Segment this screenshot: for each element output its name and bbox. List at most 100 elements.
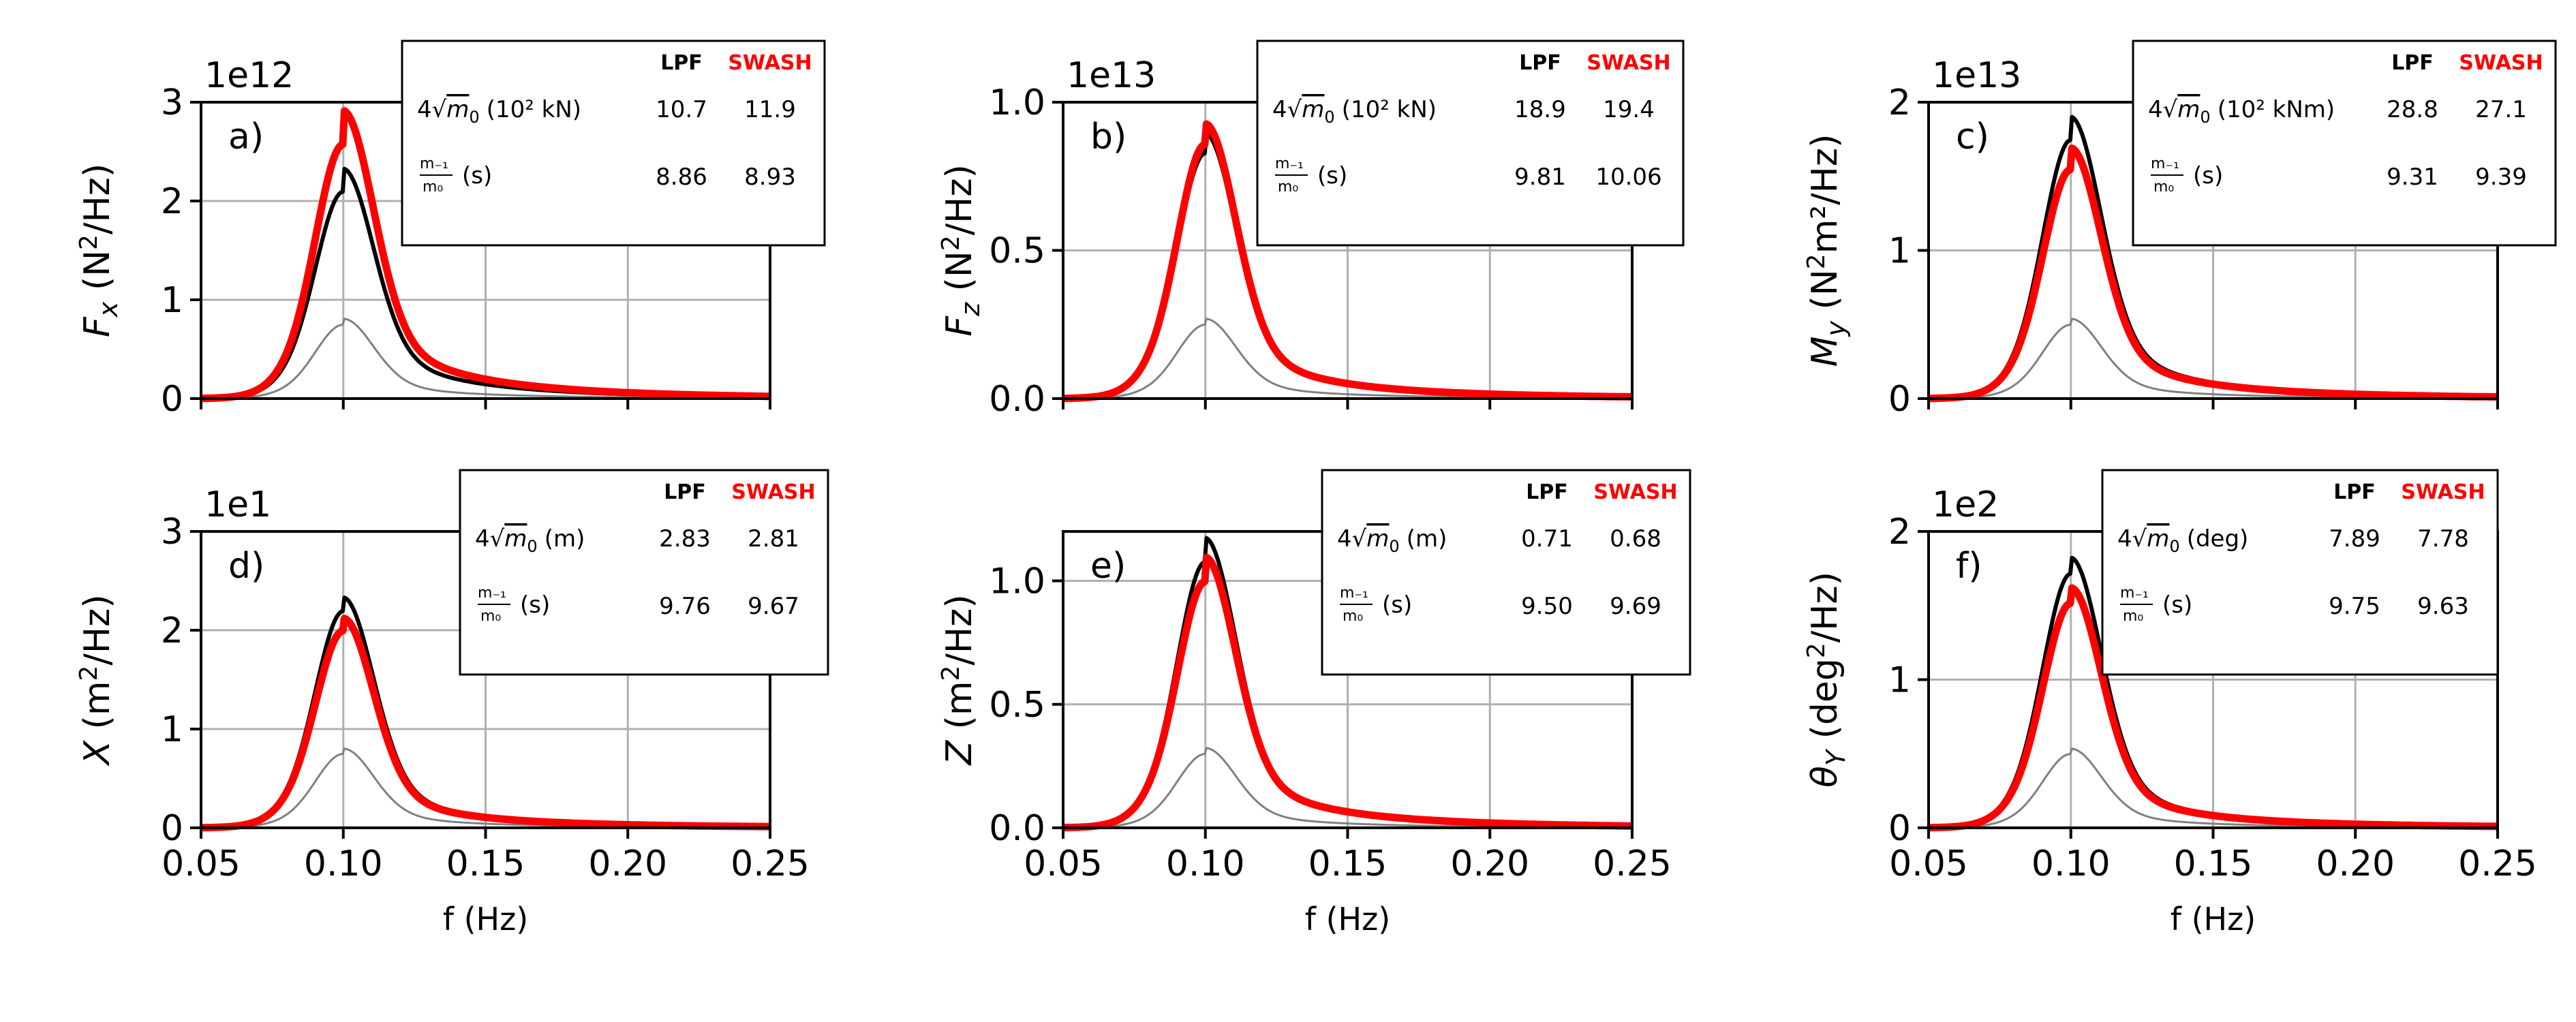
panel-label: c) xyxy=(1956,117,1989,157)
stats-fraction-numerator: m₋₁ xyxy=(2120,585,2149,602)
x-tick-label: 0.20 xyxy=(2316,843,2395,884)
stats-legend-box xyxy=(1256,40,1685,247)
stat-value-swash: 2.81 xyxy=(748,525,799,553)
stats-fraction-denominator: m₀ xyxy=(1278,179,1298,196)
x-tick-label: 0.25 xyxy=(2458,843,2537,884)
stat-value-swash: 9.63 xyxy=(2417,593,2469,620)
series-swash xyxy=(199,107,772,403)
y-axis-label: X (m2/Hz) xyxy=(75,594,118,766)
legend-header-swash: SWASH xyxy=(731,480,815,504)
y-tick-label: 0 xyxy=(161,379,183,420)
legend-header-swash: SWASH xyxy=(1586,51,1670,75)
x-axis-label: f (Hz) xyxy=(2171,901,2256,938)
stat-value-lpf: 9.75 xyxy=(2329,593,2380,620)
y-tick-label: 3 xyxy=(161,82,183,123)
x-tick-label: 0.15 xyxy=(1308,843,1387,884)
x-tick-label: 0.20 xyxy=(588,843,667,884)
series-swash xyxy=(1927,144,2500,403)
stat-value-swash: 9.69 xyxy=(1610,593,1661,620)
x-tick-label: 0.25 xyxy=(731,843,810,884)
stat-value-swash: 0.68 xyxy=(1610,525,1661,553)
y-tick-label: 1.0 xyxy=(989,82,1045,123)
y-tick-label: 0.5 xyxy=(989,231,1045,272)
stat-value-swash: 8.93 xyxy=(744,164,796,191)
y-tick-label: 0.0 xyxy=(989,379,1045,420)
stats-legend: LPF SWASH 4√m0 (m) 2.83 2.81 m₋₁ m₀ (s) 9.76 9.67 xyxy=(459,469,829,676)
y-offset-label: 1e1 xyxy=(204,484,271,525)
stat-value-lpf: 0.71 xyxy=(1521,525,1573,553)
panel-e: 0.05 0.10 0.15 0.20 0.25 f (Hz) 0.0 0.5 1.0Z (m2… xyxy=(937,469,1691,938)
panel-f: 0.05 0.10 0.15 0.20 0.25 f (Hz) 0 1 2 θY (deg2/Hz… xyxy=(1803,469,2537,938)
stats-legend: LPF SWASH 4√m0 (m) 0.71 0.68 m₋₁ m₀ (s) 9.50 9.69 xyxy=(1321,469,1691,676)
stats-row-hs-label: 4√m0 (deg) xyxy=(2117,525,2248,556)
stats-row-hs-label: 4√m0 (m) xyxy=(1337,525,1447,556)
panel-d: 0.05 0.10 0.15 0.20 0.25 f (Hz) 0 1 2 3 X (m2/Hz) 1… xyxy=(75,469,829,938)
y-tick-label: 3 xyxy=(161,512,183,553)
x-tick-label: 0.05 xyxy=(1024,843,1103,884)
x-axis-label: f (Hz) xyxy=(1305,901,1390,938)
stats-row-period-unit: (s) xyxy=(1382,591,1412,619)
stat-value-swash: 10.06 xyxy=(1595,164,1661,191)
stat-value-swash: 27.1 xyxy=(2475,96,2527,123)
stats-fraction-denominator: m₀ xyxy=(2153,179,2174,196)
x-tick-label: 0.15 xyxy=(446,843,525,884)
x-tick-label: 0.05 xyxy=(1889,843,1968,884)
y-tick-label: 2 xyxy=(1888,512,1911,553)
y-tick-label: 0 xyxy=(1888,379,1911,420)
panel-a: 0 1 2 3 Fx (N2/Hz) 1e12 a) LPF SWASH 4√m0 (10² kN)… xyxy=(75,40,826,420)
x-axis-label: f (Hz) xyxy=(443,901,528,938)
series-swash xyxy=(1061,120,1634,403)
legend-header-swash: SWASH xyxy=(728,51,812,75)
panel-label: f) xyxy=(1956,546,1982,587)
series-swash xyxy=(1061,553,1634,832)
legend-header-swash: SWASH xyxy=(2459,51,2543,75)
y-axis-label: Fz (N2/Hz) xyxy=(937,164,985,337)
x-tick-label: 0.10 xyxy=(2031,843,2111,884)
legend-header-lpf: LPF xyxy=(1519,51,1561,75)
y-tick-label: 0.0 xyxy=(989,808,1045,849)
y-tick-label: 0 xyxy=(1888,808,1911,849)
y-tick-label: 2 xyxy=(161,610,183,651)
panel-label: a) xyxy=(228,117,264,157)
stats-fraction-denominator: m₀ xyxy=(423,179,443,196)
stat-value-lpf: 9.76 xyxy=(659,593,711,620)
stats-row-hs-label: 4√m0 (10² kN) xyxy=(1272,96,1437,127)
legend-header-swash: SWASH xyxy=(2401,480,2485,504)
stats-fraction-numerator: m₋₁ xyxy=(2151,155,2179,172)
y-axis-label: Fx (N2/Hz) xyxy=(75,164,123,337)
stats-row-period-unit: (s) xyxy=(1317,162,1347,189)
stat-value-lpf: 10.7 xyxy=(656,96,707,123)
legend-header-lpf: LPF xyxy=(2333,480,2376,504)
y-offset-label: 1e13 xyxy=(1067,55,1156,96)
stats-legend-box xyxy=(2132,40,2557,247)
y-tick-label: 2 xyxy=(161,181,183,222)
x-tick-label: 0.05 xyxy=(162,843,241,884)
y-axis-label: Z (m2/Hz) xyxy=(937,594,980,766)
stats-row-hs-label: 4√m0 (m) xyxy=(475,525,585,556)
legend-header-lpf: LPF xyxy=(2391,51,2434,75)
y-offset-label: 1e12 xyxy=(204,55,294,96)
stats-fraction-numerator: m₋₁ xyxy=(478,585,506,602)
stats-legend: LPF SWASH 4√m0 (deg) 7.89 7.78 m₋₁ m₀ (s) 9.75 9.6… xyxy=(2101,469,2499,676)
series-swash xyxy=(199,615,772,832)
stats-legend-box xyxy=(459,469,829,676)
stats-fraction-denominator: m₀ xyxy=(2123,608,2143,625)
x-tick-label: 0.20 xyxy=(1450,843,1529,884)
stat-value-lpf: 2.83 xyxy=(659,525,711,553)
stats-legend: LPF SWASH 4√m0 (10² kN) 10.7 11.9 m₋₁ m₀ (s) 8.86… xyxy=(401,40,826,247)
y-tick-label: 0 xyxy=(161,808,183,849)
legend-header-swash: SWASH xyxy=(1593,480,1677,504)
stats-row-hs-label: 4√m0 (10² kN) xyxy=(417,96,581,127)
stats-row-period-unit: (s) xyxy=(2193,162,2223,189)
stat-value-lpf: 9.31 xyxy=(2387,164,2438,191)
x-tick-label: 0.10 xyxy=(1166,843,1245,884)
stats-row-hs-label: 4√m0 (10² kNm) xyxy=(2148,96,2335,127)
stats-legend: LPF SWASH 4√m0 (10² kN) 18.9 19.4 m₋₁ m₀ (s) 9.81… xyxy=(1256,40,1685,247)
y-tick-label: 1 xyxy=(1888,231,1911,272)
stats-row-period-unit: (s) xyxy=(520,591,550,619)
stat-value-lpf: 18.9 xyxy=(1514,96,1566,123)
y-tick-label: 0.5 xyxy=(989,685,1045,726)
x-tick-label: 0.25 xyxy=(1593,843,1672,884)
panel-b: 0.0 0.5 1.0Fz (N2/Hz) 1e13 b) LPF SWASH 4√m0 (10… xyxy=(937,40,1685,420)
